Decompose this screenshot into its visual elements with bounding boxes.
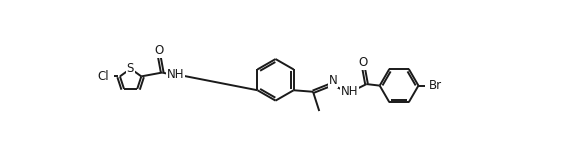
Text: O: O bbox=[154, 45, 164, 57]
Text: Br: Br bbox=[429, 79, 443, 92]
Text: Cl: Cl bbox=[97, 70, 109, 83]
Text: O: O bbox=[359, 56, 368, 69]
Text: NH: NH bbox=[166, 68, 184, 81]
Text: NH: NH bbox=[340, 85, 358, 98]
Text: S: S bbox=[126, 62, 134, 75]
Text: N: N bbox=[329, 74, 338, 88]
